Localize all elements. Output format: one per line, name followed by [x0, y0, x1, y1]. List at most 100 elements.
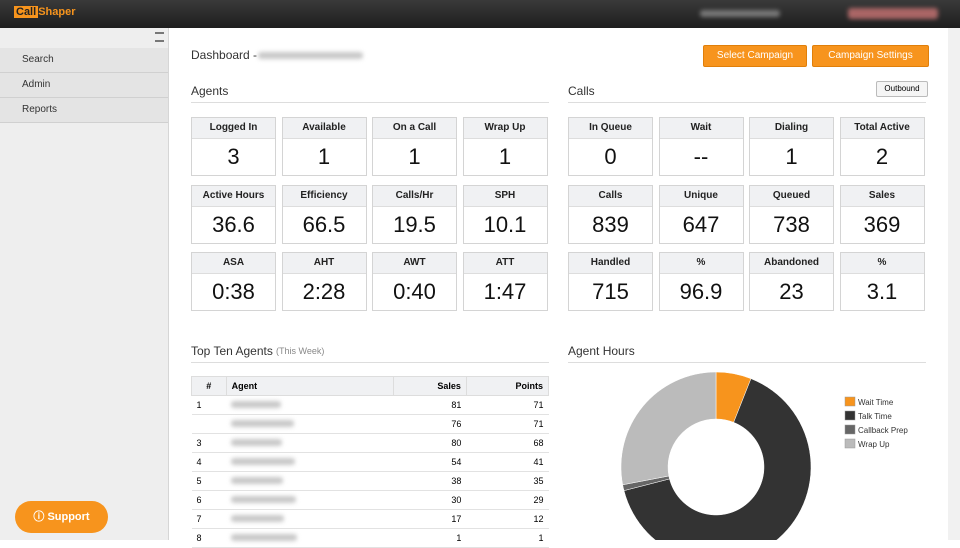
table-row: 5 38 35: [191, 471, 549, 491]
table-row: 3 80 68: [191, 433, 549, 453]
stat-tile: AWT 0:40: [372, 252, 457, 311]
rank-cell: 8: [191, 528, 227, 548]
tile-label: Dialing: [750, 118, 833, 139]
rank-cell: [191, 414, 227, 434]
agent-cell: [226, 414, 394, 434]
points-cell: 71: [466, 395, 549, 415]
tile-label: Queued: [750, 185, 833, 207]
blurred-user: [700, 10, 780, 17]
legend-label: Callback Prep: [858, 426, 908, 435]
tile-label: Unique: [659, 185, 743, 207]
legend-swatch: [844, 396, 856, 407]
rank-cell: 1: [191, 395, 227, 415]
tile-label: Calls: [569, 185, 652, 207]
rank-cell: 6: [191, 490, 227, 510]
points-cell: 12: [466, 509, 549, 529]
agent-cell: [226, 433, 394, 453]
sales-cell: 80: [393, 433, 467, 453]
points-cell: 29: [466, 490, 549, 510]
header-row: # Agent Sales Points: [191, 376, 550, 396]
section-rule: [191, 102, 549, 103]
sales-cell: 17: [393, 509, 467, 529]
legend-label: Wrap Up: [858, 440, 890, 449]
column-header: #: [191, 376, 227, 396]
blurred-agent-name: [231, 439, 283, 446]
stat-tile: ASA 0:38: [191, 252, 276, 311]
table-row: 76 71: [191, 414, 549, 434]
agent-cell: [226, 452, 394, 472]
tile-label: Calls/Hr: [373, 185, 456, 207]
stat-tile: Available 1: [281, 117, 367, 176]
agent-cell: [226, 395, 394, 415]
legend-swatch: [844, 424, 856, 435]
tile-value: 0:38: [212, 279, 255, 304]
tile-label: Wait: [659, 118, 743, 139]
menu-toggle[interactable]: [155, 32, 164, 42]
section-title: Agent Hours: [568, 344, 635, 358]
nav-item[interactable]: Reports: [0, 98, 168, 123]
tile-value: 36.6: [212, 211, 255, 237]
section-subtitle: (This Week): [276, 346, 325, 356]
dropdown[interactable]: Outbound: [876, 81, 928, 97]
agent-hours-chart: Wait Time Talk Time Callback Prep Wrap Up: [620, 371, 908, 540]
tile-label: In Queue: [569, 118, 652, 139]
table-row: 6 30 29: [191, 490, 549, 510]
stat-tile: Calls 839: [568, 184, 653, 244]
legend-swatch: [844, 410, 856, 421]
blurred-campaign: [258, 52, 363, 59]
agent-cell: [226, 509, 394, 529]
tile-value: 369: [863, 211, 901, 237]
support-button[interactable]: ⓘ Support: [15, 501, 108, 533]
tile-value: 23: [779, 279, 804, 304]
donut-slice: [620, 371, 717, 486]
tile-value: 647: [682, 211, 720, 237]
tile-value: 2: [875, 144, 889, 169]
tile-label: ASA: [192, 253, 275, 274]
support-label: Support: [47, 511, 90, 523]
sales-cell: 38: [393, 471, 467, 491]
nav-item[interactable]: Search: [0, 48, 168, 73]
tile-label: %: [840, 253, 924, 274]
stat-tile: ATT 1:47: [462, 252, 548, 311]
points-cell: 1: [466, 528, 549, 548]
sidebar: Search Admin Reports: [0, 28, 169, 540]
button[interactable]: Campaign Settings: [812, 45, 929, 67]
tile-value: 3.1: [866, 279, 898, 304]
agent-cell: [226, 528, 394, 548]
tile-label: Active Hours: [192, 185, 275, 207]
agent-cell: [226, 490, 394, 510]
rank-cell: 7: [191, 509, 227, 529]
tile-label: Handled: [569, 253, 652, 274]
top-agents-table: # Agent Sales Points 1 81 71 76 71 3 80 68 4 54 41 5 38 3…: [191, 376, 550, 548]
legend-label: Wait Time: [858, 398, 894, 407]
logo[interactable]: Call Shaper: [14, 6, 75, 18]
scrollbar[interactable]: [948, 28, 960, 540]
tile-value: 1: [498, 144, 512, 169]
section-title: Top Ten Agents: [191, 344, 273, 358]
stat-tile: Active Hours 36.6: [191, 184, 276, 244]
tile-value: 715: [592, 279, 629, 304]
section-rule: [568, 102, 926, 103]
button[interactable]: Select Campaign: [703, 45, 807, 67]
tile-value: 1: [408, 144, 421, 169]
blurred-agent-name: [231, 458, 296, 465]
tile-value: 1: [317, 144, 331, 169]
tile-value: 19.5: [393, 211, 436, 237]
tile-label: ATT: [463, 253, 547, 274]
stat-tile: On a Call 1: [372, 117, 457, 176]
blurred-agent-name: [231, 477, 284, 484]
tile-label: Logged In: [192, 118, 275, 139]
tile-value: 2:28: [302, 279, 346, 304]
points-cell: 35: [466, 471, 549, 491]
legend-label: Talk Time: [858, 412, 892, 421]
nav-item[interactable]: Admin: [0, 73, 168, 98]
column-header: Sales: [392, 376, 467, 396]
tile-label: Wrap Up: [463, 118, 547, 139]
tile-label: Efficiency: [282, 185, 366, 207]
tile-label: %: [659, 253, 743, 274]
page-title: Dashboard -: [191, 48, 258, 62]
tile-value: 839: [592, 211, 629, 237]
points-cell: 41: [466, 452, 549, 472]
